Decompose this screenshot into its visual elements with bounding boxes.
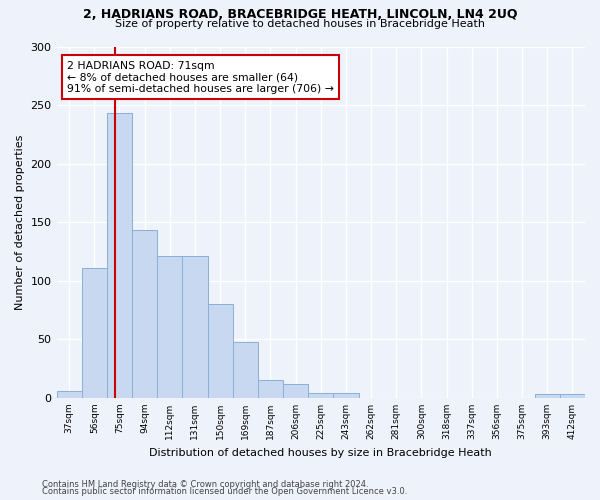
Bar: [56, 391, 82, 398]
Bar: [82, 268, 107, 398]
Bar: [560, 394, 585, 398]
Bar: [535, 394, 560, 398]
Y-axis label: Number of detached properties: Number of detached properties: [15, 134, 25, 310]
Bar: [308, 393, 334, 398]
Text: Size of property relative to detached houses in Bracebridge Heath: Size of property relative to detached ho…: [115, 19, 485, 29]
Bar: [107, 114, 132, 398]
Bar: [132, 230, 157, 398]
Bar: [258, 380, 283, 398]
Bar: [334, 393, 359, 398]
Bar: [233, 342, 258, 398]
Text: Contains public sector information licensed under the Open Government Licence v3: Contains public sector information licen…: [42, 487, 407, 496]
Bar: [283, 384, 308, 398]
Text: 2, HADRIANS ROAD, BRACEBRIDGE HEATH, LINCOLN, LN4 2UQ: 2, HADRIANS ROAD, BRACEBRIDGE HEATH, LIN…: [83, 8, 517, 21]
X-axis label: Distribution of detached houses by size in Bracebridge Heath: Distribution of detached houses by size …: [149, 448, 492, 458]
Text: Contains HM Land Registry data © Crown copyright and database right 2024.: Contains HM Land Registry data © Crown c…: [42, 480, 368, 489]
Text: 2 HADRIANS ROAD: 71sqm
← 8% of detached houses are smaller (64)
91% of semi-deta: 2 HADRIANS ROAD: 71sqm ← 8% of detached …: [67, 60, 334, 94]
Bar: [182, 256, 208, 398]
Bar: [208, 304, 233, 398]
Bar: [157, 256, 182, 398]
